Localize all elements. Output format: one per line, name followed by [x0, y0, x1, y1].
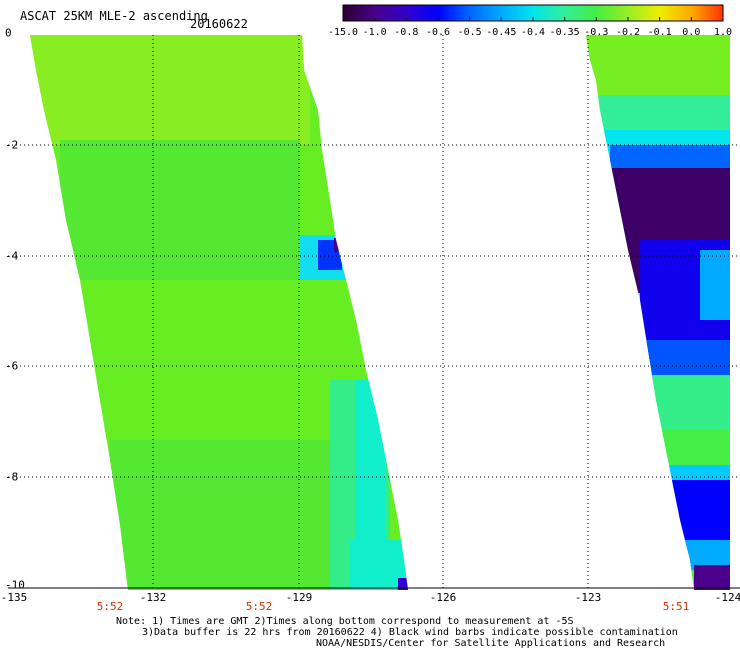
colorbar-tick-label: -0.35	[549, 27, 580, 38]
y-tick-0: 0	[5, 26, 12, 40]
colorbar-tick-label: -0.1	[647, 27, 672, 38]
y-tick-2: -4	[5, 249, 19, 263]
colorbar-tick-label: -0.4	[520, 27, 546, 38]
colorbar-tick-label: -1.0	[362, 27, 387, 38]
note-line-2: 3)Data buffer is 22 hrs from 20160622 4)…	[142, 627, 678, 638]
east-swath	[586, 35, 730, 590]
x-tick-0: -135	[0, 591, 28, 604]
y-tick-4: -8	[5, 470, 19, 484]
note-line-1: Note: 1) Times are GMT 2)Times along bot…	[116, 616, 574, 627]
x-tick-3: -126	[429, 591, 457, 604]
colorbar-tick-label: -0.6	[425, 27, 451, 38]
x-tick-4: -123	[574, 591, 602, 604]
map-title: ASCAT 25KM MLE-2 ascending	[20, 9, 208, 23]
colorbar-tick-label: -0.2	[615, 27, 641, 38]
colorbar	[342, 4, 724, 22]
y-tick-5: -10	[5, 578, 25, 592]
colorbar-tick-label: -0.3	[584, 27, 609, 38]
colorbar-tick-label: 1.0	[713, 27, 733, 38]
pass-time-2: 5:52	[245, 600, 273, 613]
west-swath	[30, 35, 408, 590]
note-line-3: NOAA/NESDIS/Center for Satellite Applica…	[316, 638, 666, 649]
map-date: 20160622	[190, 17, 248, 31]
y-tick-1: -2	[5, 138, 19, 152]
pass-time-1: 5:52	[96, 600, 124, 613]
colorbar-tick-label: -0.8	[394, 27, 419, 38]
x-tick-1: -132	[139, 591, 167, 604]
x-tick-2: -129	[285, 591, 313, 604]
colorbar-tick-label: -0.45	[486, 27, 517, 38]
colorbar-tick-label: 0.0	[682, 27, 701, 38]
y-tick-3: -6	[5, 359, 19, 373]
lat-lon-grid	[8, 35, 740, 588]
colorbar-tick-label: -0.5	[457, 27, 482, 38]
colorbar-tick-label: -15.0	[327, 27, 359, 38]
pass-time-3: 5:51	[662, 600, 690, 613]
x-tick-5: -124	[714, 591, 740, 604]
